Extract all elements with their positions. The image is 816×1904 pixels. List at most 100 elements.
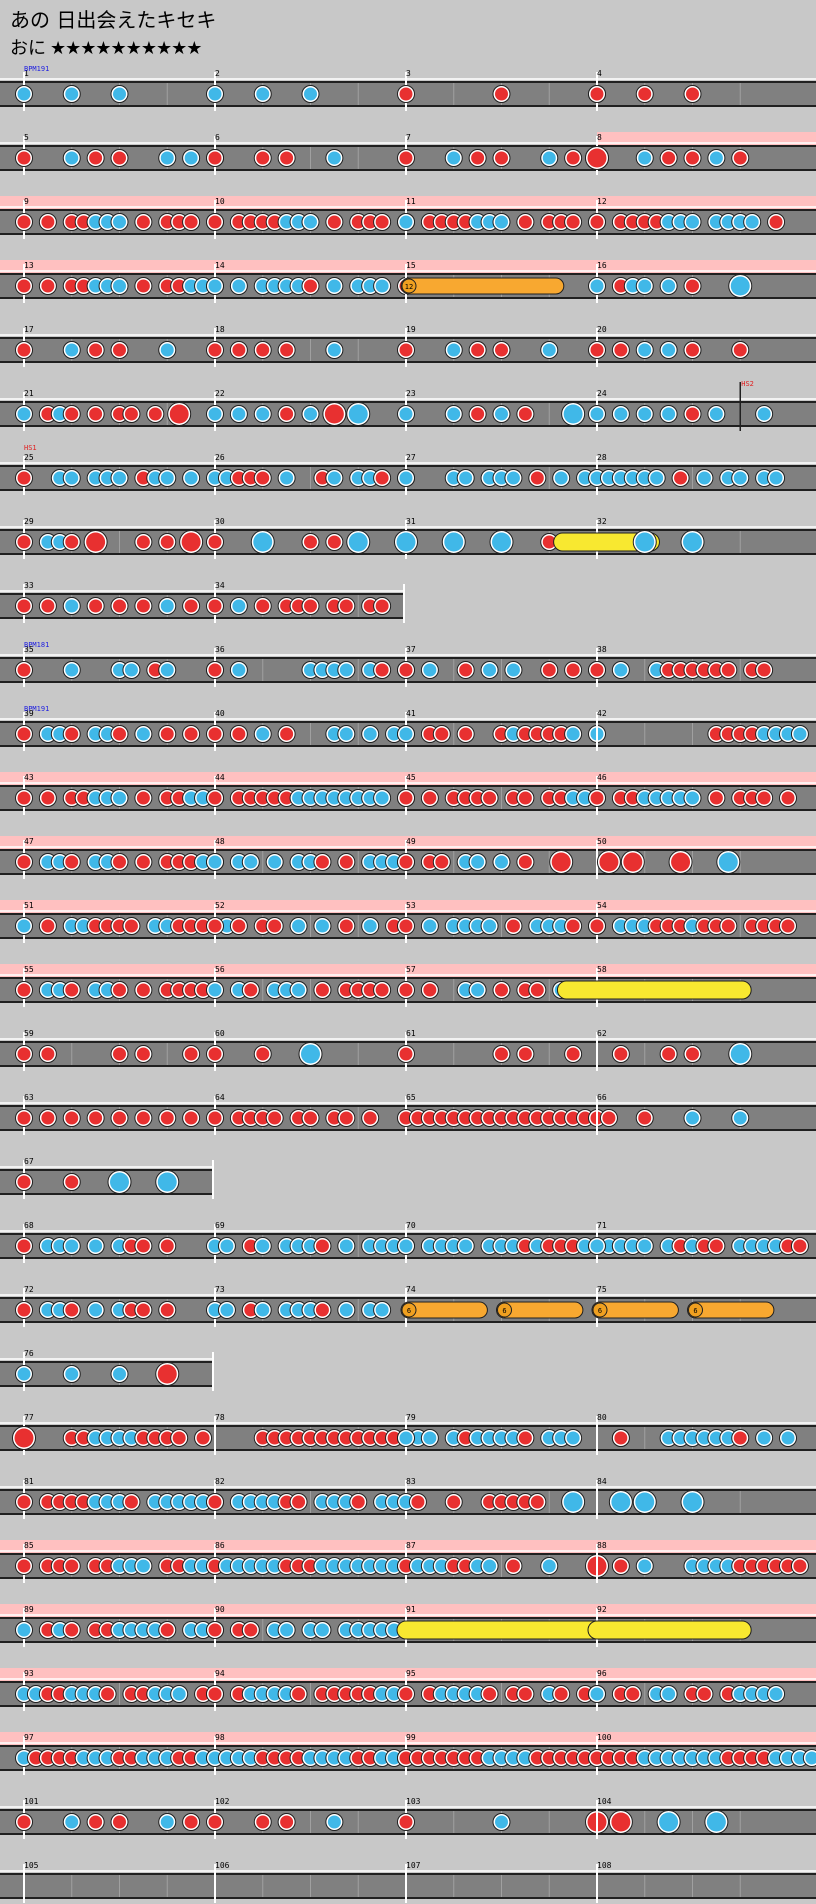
note-face (387, 1239, 401, 1253)
note-face (471, 1687, 485, 1701)
note-face (89, 599, 103, 613)
note-face (148, 407, 162, 421)
note-face (566, 791, 580, 805)
note-face (566, 151, 580, 165)
note-face (89, 1495, 103, 1509)
note-face (124, 1303, 138, 1317)
note-face (435, 215, 449, 229)
note-face (506, 1495, 520, 1509)
note-face (327, 1559, 341, 1573)
note-face (518, 1431, 532, 1445)
note-face (292, 1495, 306, 1509)
measure-number: 95 (406, 1669, 416, 1678)
note-face (136, 599, 150, 613)
note-face (733, 791, 747, 805)
note-face (423, 855, 437, 869)
note-face (280, 983, 294, 997)
note-face (351, 471, 365, 485)
note-face (292, 1303, 306, 1317)
measure-number: 23 (406, 389, 416, 398)
note-face (375, 471, 389, 485)
measure-number: 100 (597, 1733, 612, 1742)
note-face (256, 919, 270, 933)
note-face (208, 1303, 222, 1317)
note-face (518, 855, 532, 869)
note-face (745, 1687, 759, 1701)
note-face (459, 215, 473, 229)
note-face (757, 1751, 771, 1765)
measure-number: 82 (215, 1477, 225, 1486)
measure-number: 99 (406, 1733, 416, 1742)
note-face (292, 1431, 306, 1445)
measure-number: 3 (406, 69, 411, 78)
note-face (757, 1559, 771, 1573)
note-face (447, 1431, 461, 1445)
note-face (315, 471, 329, 485)
note-face (113, 855, 126, 869)
measure-number: 66 (597, 1093, 607, 1102)
measure-number: 41 (406, 709, 416, 718)
note-face (160, 1111, 174, 1125)
note-face (172, 1751, 186, 1765)
note-face (244, 791, 258, 805)
note-face (315, 1495, 329, 1509)
note-face (650, 919, 664, 933)
note-face (17, 1111, 31, 1125)
note-face (256, 279, 270, 293)
note-face (686, 343, 699, 357)
note-face (483, 1431, 497, 1445)
note-face (638, 279, 652, 293)
note-face (172, 855, 186, 869)
note-face (113, 727, 126, 741)
note-face (292, 1239, 306, 1253)
note-face (89, 343, 103, 357)
note-face (638, 1239, 652, 1253)
note-face (769, 919, 783, 933)
note-face (662, 407, 676, 421)
note-face (614, 1431, 628, 1445)
measure-number: 30 (215, 517, 225, 526)
measure-number: 78 (215, 1413, 225, 1422)
note-face (506, 1239, 520, 1253)
note-face (256, 407, 270, 421)
measure-number: 18 (215, 325, 225, 334)
note-face (674, 1751, 688, 1765)
note-face (184, 1047, 198, 1061)
note-face (327, 279, 341, 293)
chart-row: 43 44 45 46 (0, 772, 816, 815)
note-face (387, 727, 401, 741)
note-face (399, 1687, 413, 1701)
gogo-band (597, 1668, 816, 1682)
note-face (14, 1428, 34, 1448)
note-face (793, 727, 807, 741)
note-face (53, 983, 67, 997)
note-face (650, 1687, 664, 1701)
measure-number: 32 (597, 517, 607, 526)
note-face (101, 1751, 115, 1765)
note-face (709, 727, 723, 741)
note-face (542, 1687, 556, 1701)
note-face (662, 663, 676, 677)
note-face (435, 1559, 449, 1573)
note-face (686, 1751, 699, 1765)
note-face (650, 1751, 664, 1765)
note-face (53, 535, 67, 549)
measure-number: 61 (406, 1029, 416, 1038)
note-face (17, 855, 31, 869)
note-face (375, 1751, 389, 1765)
note-face (471, 407, 485, 421)
chart-row: 21 22 23 24 HS2 (0, 380, 816, 431)
note-face (495, 471, 508, 485)
note-face (399, 983, 413, 997)
note-face (65, 1367, 79, 1381)
note-face (327, 151, 341, 165)
gogo-band (215, 1668, 406, 1682)
note-face (375, 1239, 389, 1253)
note-face (459, 663, 473, 677)
note-face (292, 1687, 306, 1701)
note-face (590, 1751, 604, 1765)
note-face (89, 919, 103, 933)
note-face (590, 919, 604, 933)
note-face (769, 1751, 783, 1765)
note-face (506, 791, 520, 805)
